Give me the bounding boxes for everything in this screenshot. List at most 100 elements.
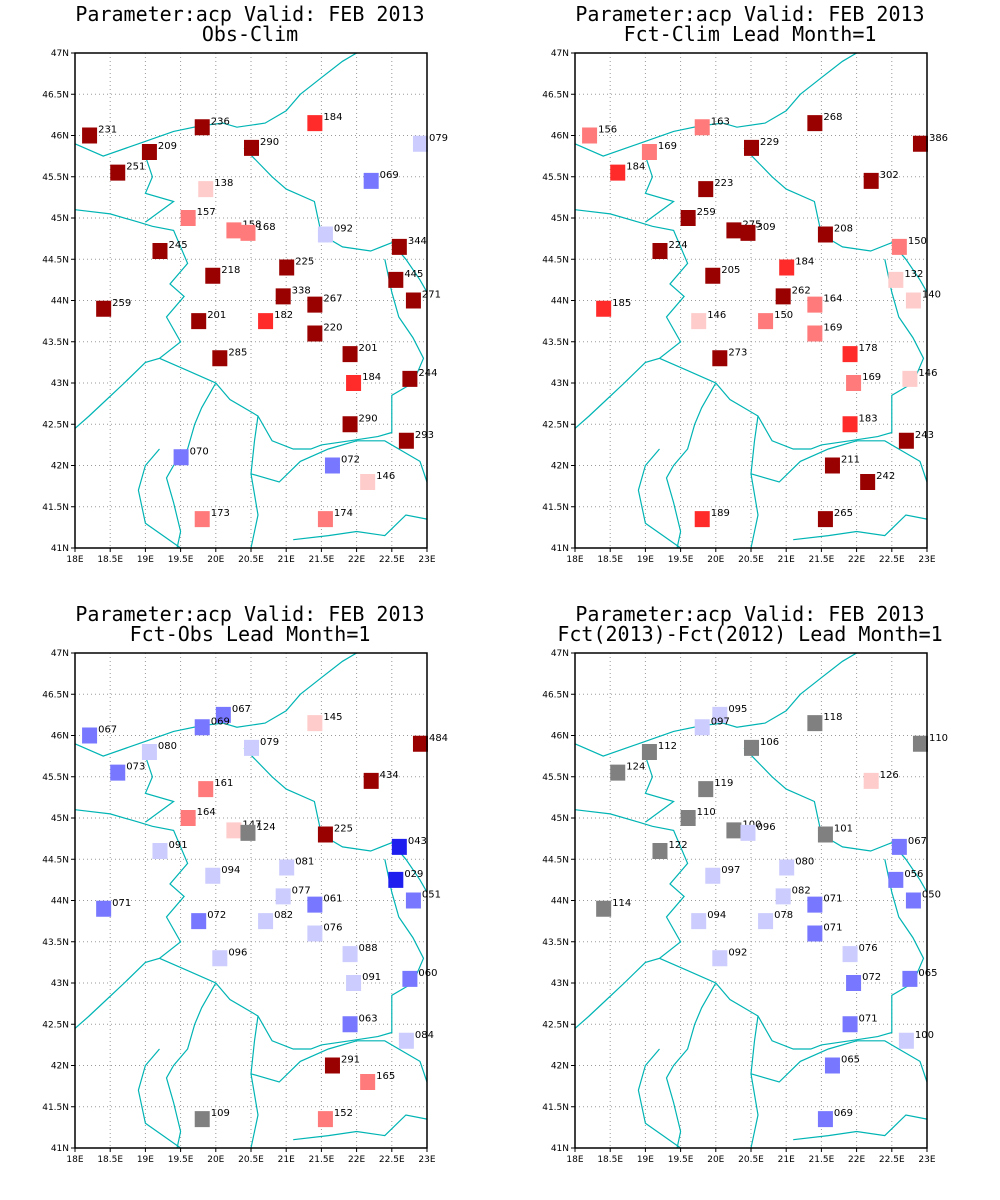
- station-marker: [712, 706, 728, 723]
- x-tick-label: 20E: [707, 1155, 724, 1165]
- station-value-label: 138: [214, 178, 233, 189]
- station-value-label: 223: [714, 178, 733, 189]
- y-tick-label: 42N: [51, 1062, 69, 1072]
- panel-subtitle: Fct-Obs Lead Month=1: [130, 622, 371, 646]
- station-value-label: 169: [823, 323, 842, 334]
- station-marker: [391, 838, 407, 855]
- panel-title: Parameter:acp Valid: FEB 2013: [75, 2, 424, 26]
- y-tick-label: 41.5N: [542, 1103, 569, 1113]
- station-marker: [412, 135, 428, 152]
- station-value-label: 338: [292, 285, 311, 296]
- station-marker: [842, 346, 858, 363]
- y-tick-label: 44.5N: [42, 855, 69, 865]
- station-value-label: 122: [668, 840, 687, 851]
- station-marker: [363, 772, 379, 789]
- station-value-label: 124: [256, 822, 275, 833]
- y-tick-label: 45.5N: [42, 173, 69, 183]
- x-tick-label: 18.5E: [97, 555, 123, 565]
- station-marker: [317, 826, 333, 843]
- station-marker: [82, 727, 98, 744]
- station-value-label: 079: [429, 133, 448, 144]
- country-border: [144, 155, 175, 223]
- country-border: [243, 147, 428, 293]
- station-value-label: 067: [908, 836, 927, 847]
- x-tick-label: 22.5E: [379, 555, 405, 565]
- station-marker: [212, 350, 228, 367]
- station-value-label: 081: [295, 857, 314, 868]
- station-value-label: 265: [834, 508, 853, 519]
- station-marker: [842, 1016, 858, 1033]
- station-value-label: 072: [207, 910, 226, 921]
- station-marker: [82, 127, 98, 144]
- y-tick-label: 43.5N: [542, 338, 569, 348]
- y-tick-label: 44.5N: [42, 255, 69, 265]
- station-value-label: 069: [380, 170, 399, 181]
- station-marker: [807, 896, 823, 913]
- station-marker: [152, 243, 168, 259]
- y-tick-label: 44N: [551, 897, 569, 907]
- station-value-label: 293: [415, 430, 434, 441]
- station-marker: [110, 764, 126, 781]
- station-value-label: 225: [295, 257, 314, 268]
- station-value-label: 071: [823, 923, 842, 934]
- y-tick-label: 42.5N: [542, 1020, 569, 1030]
- y-tick-label: 46.5N: [42, 90, 69, 100]
- station-marker: [807, 925, 823, 942]
- y-tick-label: 46.5N: [42, 690, 69, 700]
- x-tick-label: 19E: [637, 555, 654, 565]
- country-border: [750, 440, 928, 483]
- x-tick-label: 23E: [418, 555, 435, 565]
- station-marker: [891, 838, 907, 855]
- station-value-label: 072: [862, 972, 881, 983]
- station-value-label: 268: [823, 112, 842, 123]
- station-value-label: 112: [658, 741, 677, 752]
- x-tick-label: 19.5E: [668, 1155, 694, 1165]
- station-value-label: 161: [214, 778, 233, 789]
- y-tick-label: 44N: [551, 297, 569, 307]
- station-value-label: 184: [626, 162, 645, 173]
- country-border: [743, 747, 928, 893]
- station-marker: [324, 1057, 340, 1074]
- y-tick-label: 46N: [551, 732, 569, 742]
- station-value-label: 225: [334, 824, 353, 835]
- station-value-label: 146: [376, 471, 395, 482]
- station-value-label: 169: [862, 372, 881, 383]
- station-value-label: 259: [697, 207, 716, 218]
- station-value-label: 092: [728, 947, 747, 958]
- x-tick-label: 19E: [137, 1155, 154, 1165]
- station-value-label: 183: [859, 413, 878, 424]
- station-value-label: 201: [359, 343, 378, 354]
- station-marker: [346, 375, 362, 391]
- y-tick-label: 42.5N: [42, 420, 69, 430]
- x-tick-label: 22.5E: [879, 1155, 905, 1165]
- x-tick-label: 22E: [348, 1155, 365, 1165]
- country-border: [74, 52, 357, 157]
- x-tick-label: 21E: [278, 555, 295, 565]
- station-value-label: 163: [711, 116, 730, 127]
- station-value-label: 150: [774, 310, 793, 321]
- station-value-label: 061: [323, 894, 342, 905]
- station-value-label: 185: [612, 298, 631, 309]
- station-marker: [141, 744, 157, 760]
- station-marker: [912, 135, 928, 152]
- station-marker: [346, 975, 362, 991]
- x-tick-label: 23E: [918, 1155, 935, 1165]
- panel-subtitle: Fct(2013)-Fct(2012) Lead Month=1: [557, 622, 942, 646]
- station-marker: [652, 243, 668, 259]
- station-marker: [888, 271, 904, 288]
- station-marker: [191, 313, 207, 330]
- station-value-label: 080: [795, 857, 814, 868]
- station-marker: [694, 511, 710, 528]
- station-value-label: 071: [859, 1013, 878, 1024]
- station-marker: [402, 370, 418, 387]
- station-value-label: 084: [415, 1030, 434, 1041]
- station-value-label: 164: [823, 294, 842, 305]
- country-border: [637, 1048, 681, 1149]
- station-value-label: 201: [207, 310, 226, 321]
- map-panel: Parameter:acp Valid: FEB 2013Fct(2013)-F…: [542, 602, 948, 1165]
- station-marker: [775, 288, 791, 305]
- station-marker: [141, 144, 157, 160]
- station-value-label: 056: [904, 869, 923, 880]
- country-border: [574, 209, 689, 429]
